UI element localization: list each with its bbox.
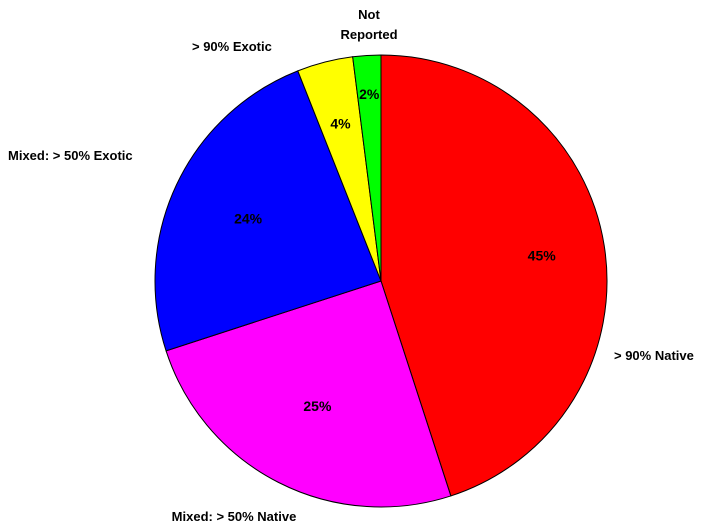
pie-slice-2 bbox=[154, 70, 382, 352]
percent-labels: 45% 25% 24% 4% 2% bbox=[234, 86, 556, 414]
percent-label-2: 24% bbox=[234, 211, 263, 227]
category-label-90-exotic: > 90% Exotic bbox=[192, 39, 272, 54]
category-label-90-native: > 90% Native bbox=[614, 348, 694, 363]
percent-label-4: 2% bbox=[359, 86, 380, 102]
percent-label-0: 45% bbox=[528, 248, 557, 264]
category-label-not-reported-line1: Not bbox=[358, 7, 380, 22]
pie-slice-0 bbox=[380, 54, 608, 497]
pie-slice-4 bbox=[352, 54, 382, 282]
pie-slice-1 bbox=[165, 280, 452, 508]
percent-label-1: 25% bbox=[303, 398, 332, 414]
pie-slices bbox=[154, 54, 608, 508]
percent-label-3: 4% bbox=[330, 115, 351, 131]
category-label-not-reported-line2: Reported bbox=[340, 27, 397, 42]
category-label-mixed-native: Mixed: > 50% Native bbox=[172, 509, 297, 524]
category-label-mixed-exotic: Mixed: > 50% Exotic bbox=[8, 148, 133, 163]
